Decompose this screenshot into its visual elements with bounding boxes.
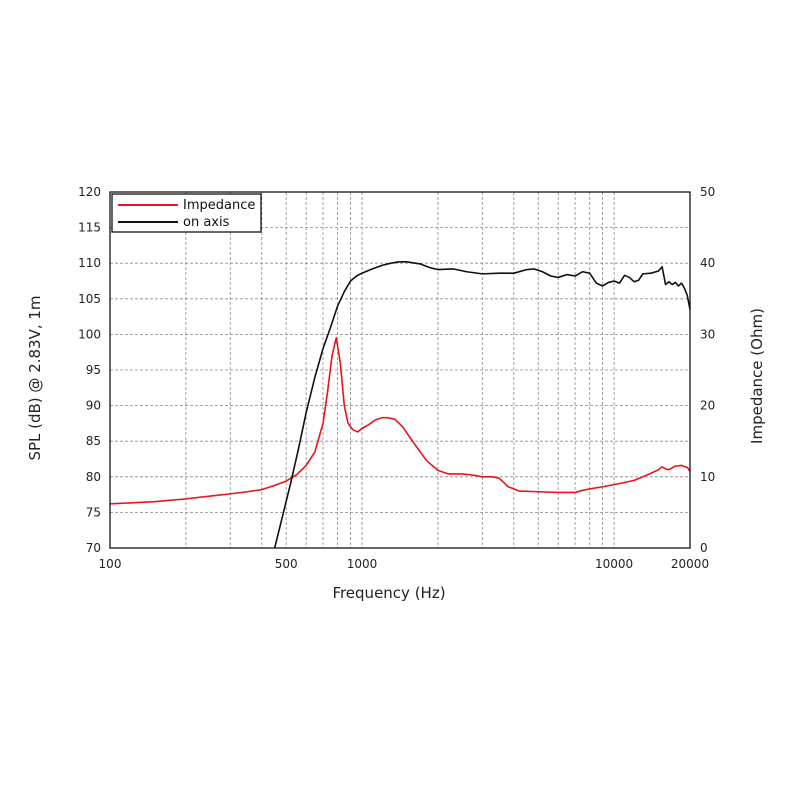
x-tick-label: 10000	[595, 557, 633, 571]
legend-label-impedance: Impedance	[183, 198, 255, 213]
y-right-tick-label: 40	[700, 256, 715, 270]
y-right-tick-label: 10	[700, 470, 715, 484]
y-left-tick-label: 80	[86, 470, 101, 484]
series-layer	[109, 260, 691, 549]
x-tick-label: 20000	[671, 557, 709, 571]
y-left-tick-label: 95	[86, 363, 101, 377]
x-axis-title: Frequency (Hz)	[332, 584, 445, 602]
series-line-impedance	[109, 337, 691, 505]
y-right-tick-label: 0	[700, 541, 708, 555]
plot-frame	[109, 191, 691, 549]
x-tick-label: 500	[275, 557, 298, 571]
y-left-tick-label: 85	[86, 434, 101, 448]
y-left-tick-label: 105	[78, 292, 101, 306]
y-left-tick-label: 90	[86, 399, 101, 413]
y-left-tick-label: 75	[86, 505, 101, 519]
legend-label-on-axis: on axis	[183, 215, 230, 230]
y-left-tick-label: 70	[86, 541, 101, 555]
y-right-tick-label: 30	[700, 327, 715, 341]
x-tick-label: 1000	[347, 557, 378, 571]
y-axis-right-title: Impedance (Ohm)	[748, 308, 766, 444]
y-right-tick-label: 50	[700, 185, 715, 199]
y-axis-left-title: SPL (dB) @ 2.83V, 1m	[26, 295, 44, 460]
legend: Impedance on axis	[111, 193, 262, 233]
y-right-tick-label: 20	[700, 399, 715, 413]
x-tick-label: 100	[99, 557, 122, 571]
legend-box	[111, 193, 262, 233]
y-left-tick-label: 120	[78, 185, 101, 199]
y-left-tick-label: 115	[78, 221, 101, 235]
y-left-tick-label: 100	[78, 327, 101, 341]
y-left-tick-label: 110	[78, 256, 101, 270]
series-line-on-axis	[273, 260, 691, 549]
tick-labels: 100 500 1000 10000 2000070758085909510010511…	[78, 185, 715, 571]
